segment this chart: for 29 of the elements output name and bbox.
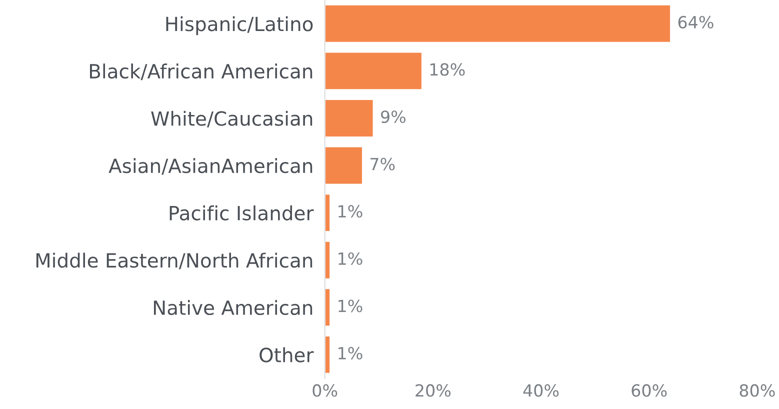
data-label: 1% [338, 300, 362, 312]
x-tick-label: 0% [312, 384, 338, 397]
y-tick-label: Black/African American [90, 64, 312, 80]
x-tick-label: 40% [523, 384, 559, 397]
x-tick-label: 60% [632, 384, 667, 397]
bar [324, 288, 331, 327]
x-tick-label: 80% [740, 384, 775, 397]
data-label: 64% [678, 16, 714, 28]
y-tick-label: Other [260, 347, 314, 362]
bar [324, 335, 331, 374]
bar [324, 146, 364, 186]
x-tick-label: 20% [416, 384, 451, 397]
data-label: 18% [430, 63, 465, 76]
bar [324, 4, 672, 44]
data-label: 7% [370, 158, 395, 170]
bar [324, 51, 423, 91]
data-label: 1% [338, 346, 362, 360]
bar [324, 240, 331, 280]
y-tick-label: Pacific Islander [170, 205, 314, 220]
y-tick-label: Middle Eastern/North African [36, 252, 312, 270]
data-label: 9% [381, 110, 406, 124]
y-tick-label: Native American [154, 300, 312, 316]
y-tick-label: Asian/AsianAmerican [108, 158, 312, 175]
bar [324, 98, 374, 138]
data-label: 1% [338, 205, 362, 218]
y-tick-label: Hispanic/Latino [166, 16, 313, 36]
data-label: 1% [338, 252, 362, 265]
y-tick-label: White/Caucasian [151, 110, 312, 128]
bar [324, 193, 331, 232]
